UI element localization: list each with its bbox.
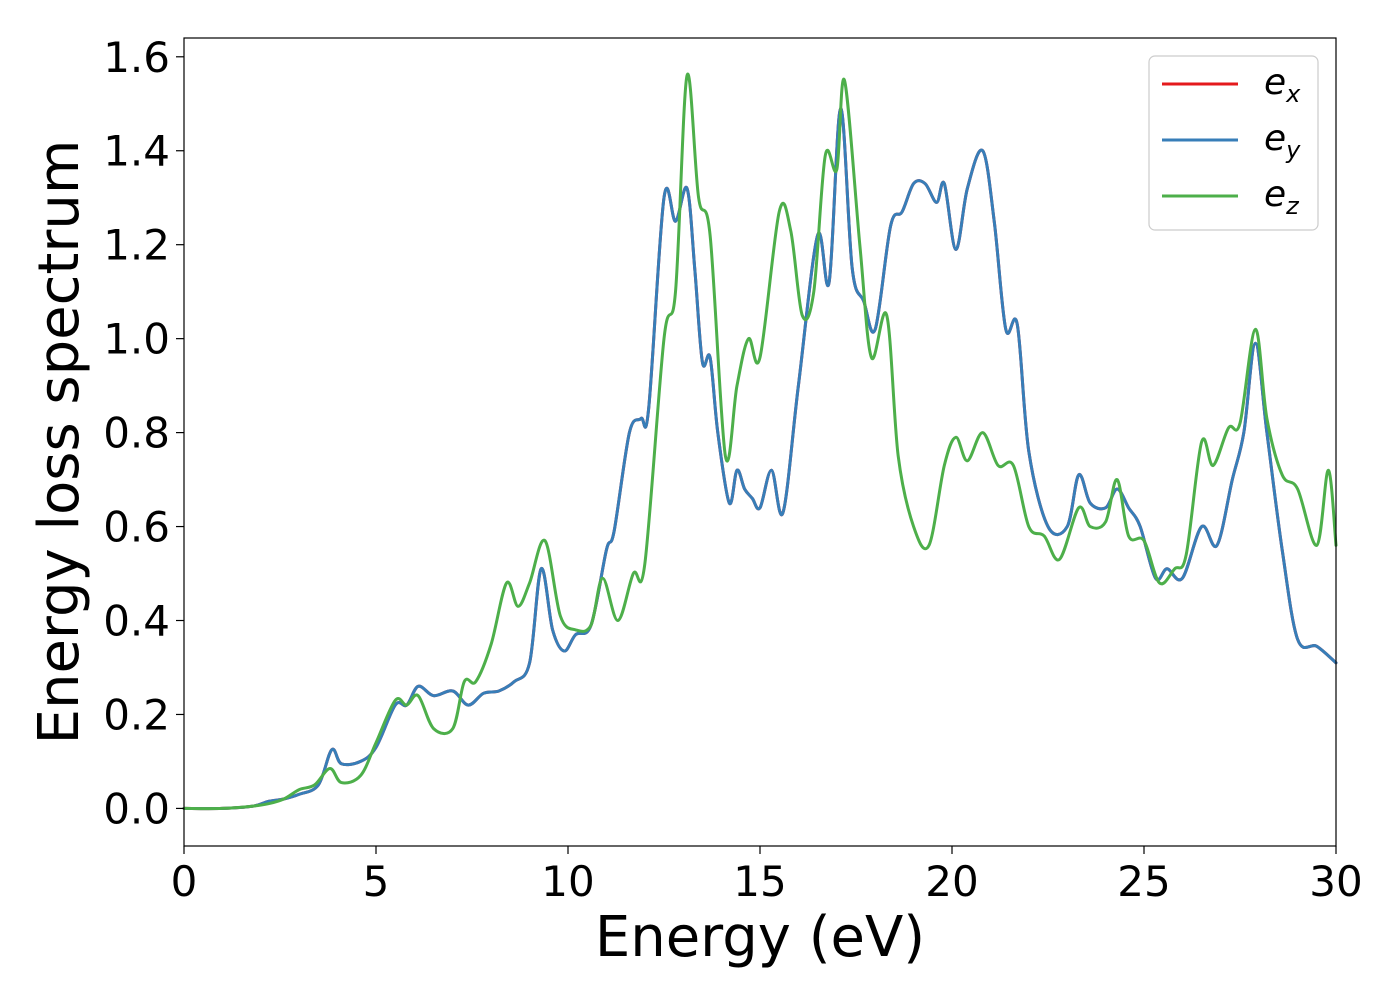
- legend-label-subscript: y: [1285, 136, 1301, 164]
- legend-label-main: e: [1264, 62, 1286, 103]
- legend-label-e-x: ex: [1264, 62, 1301, 108]
- legend-box: [1148, 55, 1319, 231]
- legend-label-main: e: [1264, 118, 1286, 159]
- y-tick-label: 0.0: [103, 784, 170, 833]
- series-line-e-z: [182, 72, 1338, 811]
- y-tick-label: 1.4: [103, 127, 170, 176]
- y-tick-label: 0.8: [103, 409, 170, 458]
- x-axis-title: Energy (eV): [595, 905, 925, 970]
- y-tick-label: 0.2: [103, 690, 170, 739]
- y-tick-label: 1.0: [103, 315, 170, 364]
- y-axis-title: Energy loss spectrum: [27, 140, 92, 745]
- x-tick-label: 10: [541, 857, 594, 906]
- x-tick-label: 30: [1309, 857, 1362, 906]
- y-tick-label: 1.6: [103, 33, 170, 82]
- legend-label-main: e: [1264, 174, 1286, 215]
- x-tick-label: 5: [363, 857, 390, 906]
- legend-label-subscript: x: [1285, 80, 1301, 108]
- x-tick-label: 25: [1117, 857, 1170, 906]
- series-group: [182, 72, 1338, 811]
- y-tick-label: 1.2: [103, 221, 170, 270]
- x-tick-label: 0: [171, 857, 198, 906]
- legend-label-e-z: ez: [1264, 174, 1300, 220]
- y-tick-label: 0.4: [103, 597, 170, 646]
- y-tick-label: 0.6: [103, 503, 170, 552]
- legend-label-e-y: ey: [1264, 118, 1301, 164]
- y-axis-ticks: 0.0 0.2 0.4 0.6 0.8 1.0 1.2 1.4 1.6: [103, 33, 184, 833]
- x-tick-label: 15: [733, 857, 786, 906]
- x-tick-label: 20: [925, 857, 978, 906]
- x-axis-ticks: 0 5 10 15 20 25 30: [171, 846, 1363, 906]
- legend-label-subscript: z: [1285, 192, 1300, 220]
- series-line-e-y: [182, 106, 1338, 811]
